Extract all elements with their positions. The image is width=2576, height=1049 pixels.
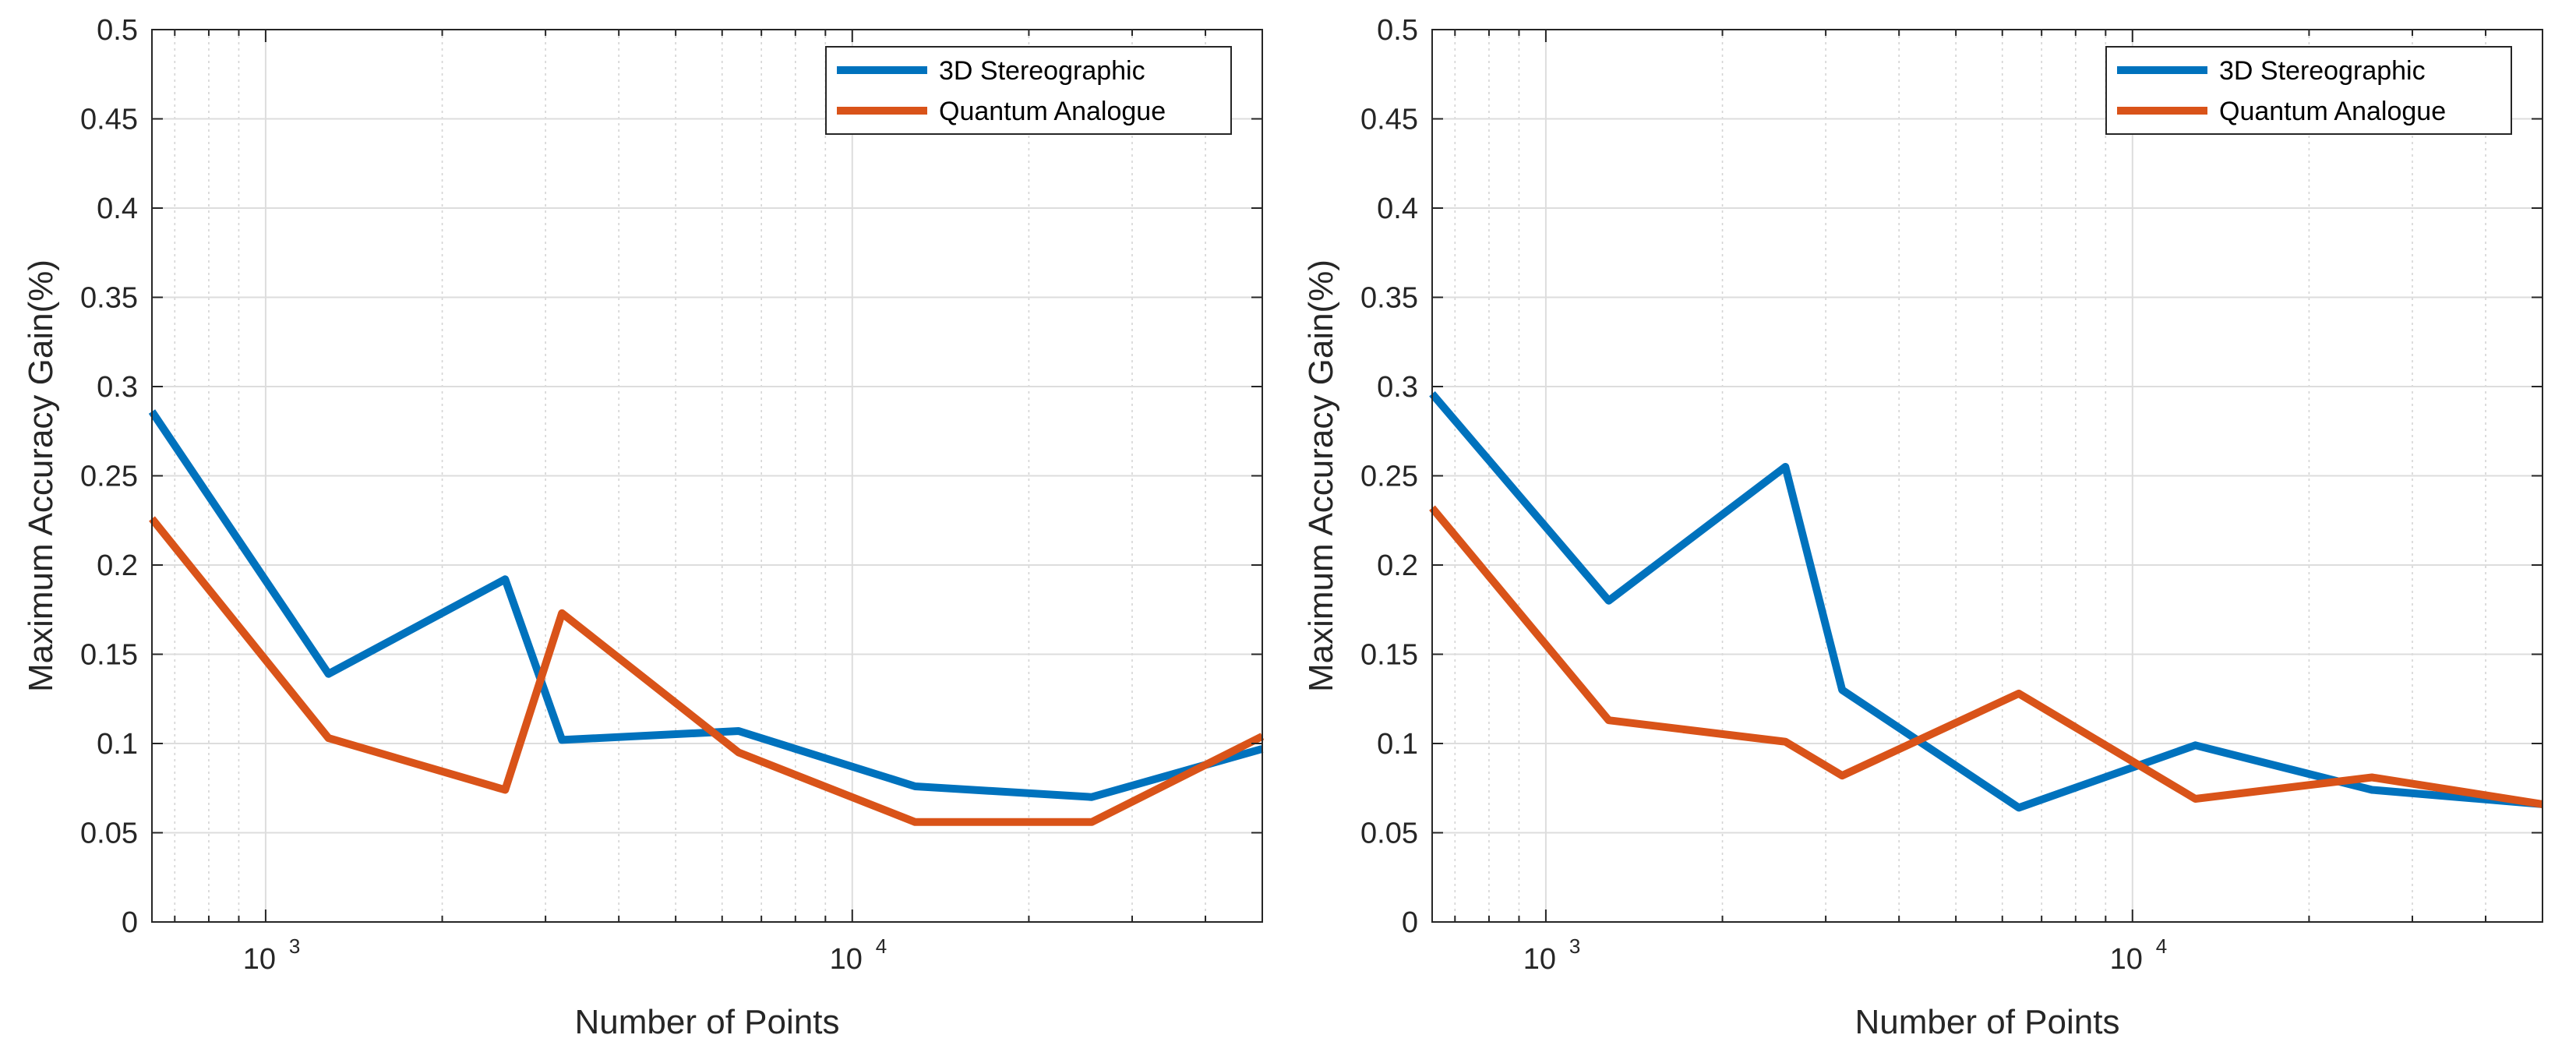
x-axis-title: Number of Points: [1855, 1003, 2120, 1041]
y-tick-label: 0.5: [97, 14, 138, 47]
y-tick-label: 0.4: [1377, 192, 1418, 225]
series-line-quantum-analogue: [1429, 505, 2543, 808]
y-tick-label: 0.25: [1360, 461, 1418, 493]
x-tick-label-exponent: 4: [876, 934, 887, 958]
y-tick-label: 0.45: [1360, 104, 1418, 136]
y-tick-label: 0.3: [97, 371, 138, 404]
y-tick-label: 0.1: [1377, 728, 1418, 761]
y-tick-label: 0.2: [97, 549, 138, 582]
y-axis-title: Maximum Accuracy Gain(%): [22, 260, 60, 692]
x-tick-label-exponent: 4: [2156, 934, 2167, 958]
legend-box: [825, 46, 1232, 135]
y-tick-label: 0.25: [80, 461, 138, 493]
x-tick-label: 10: [830, 943, 863, 976]
x-axis-title: Number of Points: [575, 1003, 840, 1041]
y-axis-title: Maximum Accuracy Gain(%): [1302, 260, 1340, 692]
y-tick-label: 0.5: [1377, 14, 1418, 47]
y-tick-label: 0.15: [1360, 639, 1418, 672]
y-tick-label: 0.05: [80, 818, 138, 850]
legend-label: 3D Stereographic: [939, 56, 1145, 86]
chart-panel-2: 00.050.10.150.20.250.30.350.40.450.510 3 1…: [1302, 14, 2543, 1041]
y-tick-label: 0: [122, 906, 138, 939]
y-tick-label: 0.2: [1377, 549, 1418, 582]
y-tick-label: 0.3: [1377, 371, 1418, 404]
series-line-stereographic: [148, 409, 1264, 801]
x-tick-label-exponent: 3: [1569, 934, 1580, 958]
y-tick-label: 0.35: [1360, 282, 1418, 315]
y-tick-label: 0.4: [97, 192, 138, 225]
x-tick-label: 10: [1523, 943, 1556, 976]
y-tick-label: 0.15: [80, 639, 138, 672]
x-tick-label: 10: [2110, 943, 2143, 976]
legend-label: Quantum Analogue: [939, 97, 1166, 126]
legend-label: Quantum Analogue: [2219, 97, 2446, 126]
chart-panel-1: 00.050.10.150.20.250.30.350.40.450.510 3 1…: [22, 14, 1265, 1041]
legend-box: [2105, 46, 2512, 135]
y-tick-label: 0.05: [1360, 818, 1418, 850]
legend: 3D Stereographic Quantum Analogue: [2105, 46, 2512, 135]
legend: 3D Stereographic Quantum Analogue: [825, 46, 1232, 135]
x-tick-label: 10: [243, 943, 276, 976]
y-tick-label: 0.45: [80, 104, 138, 136]
legend-label: 3D Stereographic: [2219, 56, 2426, 86]
y-tick-label: 0: [1402, 906, 1418, 939]
y-tick-label: 0.35: [80, 282, 138, 315]
y-tick-label: 0.1: [97, 728, 138, 761]
series-line-quantum-analogue: [149, 516, 1265, 826]
x-tick-label-exponent: 3: [289, 934, 300, 958]
